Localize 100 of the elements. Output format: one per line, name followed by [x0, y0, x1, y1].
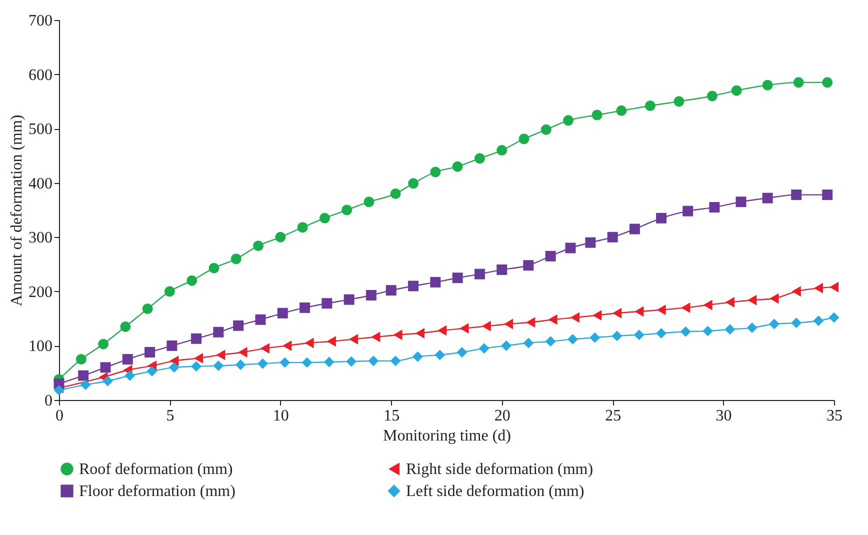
point — [342, 204, 352, 216]
point — [390, 356, 401, 366]
point — [523, 338, 534, 348]
point — [98, 338, 109, 350]
legend-label: Right side deformation (mm) — [406, 461, 594, 478]
point — [634, 306, 644, 317]
point — [612, 330, 622, 342]
point — [102, 376, 113, 386]
x-tick-label: 25 — [605, 408, 622, 424]
point — [297, 222, 308, 233]
x-tick-label: 20 — [494, 408, 510, 424]
point — [770, 293, 779, 304]
point — [393, 330, 402, 340]
point — [814, 282, 824, 294]
point — [194, 352, 204, 364]
point — [456, 346, 468, 358]
point — [371, 332, 380, 342]
point — [213, 360, 224, 372]
point — [122, 354, 133, 365]
point — [322, 298, 332, 309]
point — [216, 350, 226, 360]
point — [257, 358, 268, 369]
point — [142, 304, 153, 314]
x-tick-label: 5 — [166, 408, 174, 424]
legend-label: Floor deformation (mm) — [79, 483, 236, 500]
point — [768, 318, 780, 330]
point — [304, 338, 314, 348]
point — [702, 326, 714, 336]
legend-label: Left side deformation (mm) — [406, 483, 584, 500]
point — [731, 85, 742, 96]
point — [326, 336, 336, 347]
x-tick-label: 15 — [384, 408, 400, 424]
point — [408, 280, 419, 292]
point — [146, 366, 158, 376]
y-axis-title: Amount of deformation (mm) — [8, 114, 26, 306]
point — [364, 196, 374, 208]
point — [545, 250, 556, 262]
point — [762, 80, 773, 90]
point — [565, 242, 576, 254]
point — [478, 343, 490, 354]
point — [253, 240, 264, 252]
point — [124, 370, 136, 381]
point — [585, 237, 596, 248]
point — [791, 318, 802, 328]
point — [235, 359, 246, 370]
point — [344, 294, 354, 305]
point — [592, 110, 602, 120]
point — [474, 268, 485, 280]
point — [452, 161, 463, 172]
point — [570, 312, 580, 323]
point — [680, 326, 691, 337]
point — [656, 212, 667, 224]
point — [724, 324, 736, 335]
point — [415, 328, 424, 338]
point — [76, 354, 86, 365]
point — [526, 317, 536, 328]
y-tick-label: 700 — [28, 12, 52, 30]
point — [260, 343, 270, 354]
point — [656, 304, 666, 316]
point — [408, 178, 419, 189]
point — [746, 322, 758, 334]
point — [634, 330, 644, 340]
point — [191, 333, 202, 344]
point — [504, 318, 514, 330]
point — [709, 202, 720, 213]
point — [100, 362, 111, 373]
point — [368, 356, 379, 366]
legend-label: Roof deformation (mm) — [79, 461, 233, 478]
point — [430, 166, 441, 178]
point — [474, 153, 485, 164]
point — [748, 294, 757, 306]
x-tick-label: 35 — [826, 408, 842, 424]
point — [386, 285, 396, 296]
point — [144, 346, 156, 358]
point — [674, 96, 684, 107]
point — [703, 300, 712, 310]
point — [482, 320, 491, 332]
point — [607, 232, 618, 242]
point — [170, 356, 179, 366]
point — [282, 340, 292, 351]
x-tick-label: 30 — [716, 408, 732, 424]
point — [567, 334, 578, 344]
point — [412, 351, 423, 362]
y-tick-label: 400 — [28, 175, 52, 192]
point — [540, 124, 552, 135]
point — [166, 340, 178, 351]
point — [813, 316, 824, 326]
point — [238, 346, 248, 358]
point — [255, 314, 266, 325]
point — [590, 332, 600, 343]
point — [828, 312, 840, 323]
point — [213, 326, 224, 338]
point — [164, 286, 175, 297]
point — [366, 290, 376, 300]
point — [319, 212, 330, 224]
point — [563, 115, 574, 126]
y-tick-label: 600 — [28, 66, 52, 84]
point — [548, 314, 558, 325]
point — [496, 264, 508, 275]
point — [706, 90, 718, 102]
